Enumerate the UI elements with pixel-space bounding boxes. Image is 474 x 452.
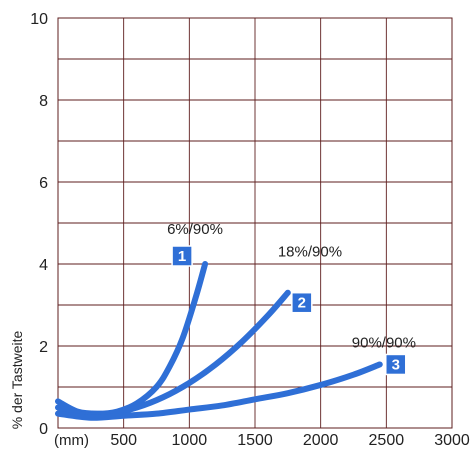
series-lines bbox=[55, 261, 383, 421]
series-badge-number: 1 bbox=[178, 248, 186, 265]
y-tick-label: 0 bbox=[39, 421, 48, 438]
grid bbox=[57, 17, 453, 429]
x-axis-unit-label: (mm) bbox=[54, 432, 89, 449]
series-label-2: 18%/90% bbox=[278, 244, 342, 261]
y-tick-label: 8 bbox=[39, 93, 48, 110]
series-badge-3 bbox=[385, 353, 407, 376]
y-tick-label: 6 bbox=[39, 175, 48, 192]
y-axis-label: % der Tastweite bbox=[9, 331, 25, 430]
axes: 0 2 4 6 8 10 500 1000 1500 2000 2500 3000 bbox=[30, 11, 470, 449]
series-badge-number: 3 bbox=[392, 356, 400, 373]
y-tick-label: 4 bbox=[39, 257, 48, 274]
series-labels: 1 6%/90% 2 18%/90% 3 90%/90% bbox=[167, 221, 416, 376]
x-tick-label: 1000 bbox=[172, 432, 208, 449]
series-line-3 bbox=[55, 361, 383, 421]
series-badge-2 bbox=[291, 291, 313, 314]
x-tick-label: 1500 bbox=[237, 432, 273, 449]
x-tick-label: 500 bbox=[110, 432, 137, 449]
x-tick-label: 3000 bbox=[434, 432, 470, 449]
series-badge-number: 2 bbox=[298, 295, 306, 312]
y-tick-label: 2 bbox=[39, 339, 48, 356]
series-label-3: 90%/90% bbox=[352, 334, 416, 351]
series-line-1 bbox=[55, 261, 209, 417]
series-badge-1 bbox=[171, 245, 193, 267]
y-tick-label: 10 bbox=[30, 11, 48, 28]
x-tick-label: 2500 bbox=[369, 432, 405, 449]
series-label-1: 6%/90% bbox=[167, 221, 223, 238]
x-tick-label: 2000 bbox=[303, 432, 339, 449]
plot-frame bbox=[57, 17, 453, 429]
